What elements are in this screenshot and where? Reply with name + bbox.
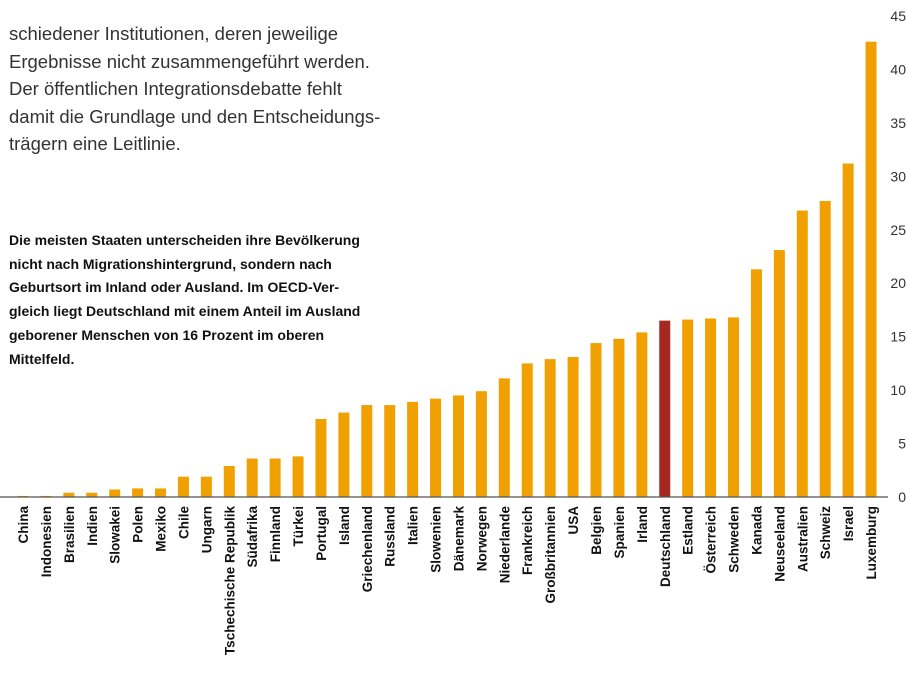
bar: [750, 269, 762, 497]
bar: [796, 210, 808, 497]
bar: [200, 476, 212, 497]
x-tick-label: Indonesien: [39, 506, 54, 577]
note-line: Mittelfeld.: [9, 350, 75, 367]
bar: [292, 456, 304, 497]
x-tick-label: Südafrika: [245, 506, 260, 568]
x-tick-label: Chile: [176, 506, 191, 539]
x-tick-label: Israel: [841, 506, 856, 541]
bar: [475, 391, 487, 497]
bar: [773, 250, 785, 497]
intro-line: Ergebnisse nicht zusammengeführt werden.: [9, 50, 370, 72]
x-tick-label: Großbritannien: [543, 506, 558, 604]
bar: [452, 395, 464, 497]
bar: [659, 320, 671, 497]
x-tick-label: Neuseeland: [772, 506, 787, 582]
bar: [155, 488, 167, 497]
x-tick-label: Island: [337, 506, 352, 545]
bar: [728, 317, 740, 497]
intro-line: damit die Grundlage und den Entscheidung…: [9, 105, 381, 127]
x-tick-label: Tschechische Republik: [222, 506, 237, 656]
bar: [109, 489, 121, 497]
bar: [177, 476, 189, 497]
note-line: nicht nach Migrationshintergrund, sonder…: [9, 255, 332, 272]
x-tick-label: Russland: [383, 506, 398, 567]
note-line: gleich liegt Deutschland mit einem Antei…: [9, 303, 361, 320]
x-tick-label: Griechenland: [360, 506, 375, 592]
y-tick-label: 45: [890, 8, 906, 24]
y-tick-label: 10: [890, 382, 906, 398]
intro-line: schiedener Institutionen, deren jeweilig…: [9, 23, 339, 44]
x-tick-label: China: [16, 506, 31, 544]
y-tick-label: 30: [890, 168, 906, 184]
note-line: Die meisten Staaten unterscheiden ihre B…: [9, 232, 360, 248]
y-tick-label: 25: [890, 222, 906, 238]
bar: [544, 359, 556, 497]
x-tick-label: Niederlande: [497, 506, 512, 584]
x-tick-label: Estland: [681, 506, 696, 555]
bar: [384, 405, 396, 497]
bar: [636, 332, 648, 497]
bar: [269, 458, 281, 497]
x-tick-label: Frankreich: [520, 506, 535, 575]
bar: [567, 356, 579, 497]
y-tick-label: 0: [898, 489, 906, 505]
bar: [865, 41, 877, 498]
bar: [498, 378, 510, 497]
bar: [63, 492, 75, 497]
note-line: geborener Menschen von 16 Prozent im obe…: [9, 326, 325, 343]
x-tick-label: Deutschland: [658, 506, 673, 587]
y-tick-label: 15: [890, 329, 906, 345]
x-tick-label: Indien: [85, 506, 100, 546]
intro-line: Der öffentlichen Integrationsdebatte feh…: [9, 78, 342, 100]
x-tick-label: USA: [566, 506, 581, 535]
x-tick-label: Irland: [635, 506, 650, 543]
bar: [407, 401, 419, 497]
intro-line: trägern eine Leitlinie.: [9, 133, 181, 155]
bar: [246, 458, 258, 497]
y-tick-label: 35: [890, 115, 906, 131]
x-tick-label: Australien: [795, 506, 810, 572]
x-tick-label: Ungarn: [199, 506, 214, 553]
bar: [521, 363, 533, 497]
x-tick-label: Spanien: [612, 506, 627, 559]
note-line: Geburtsort im Inland oder Ausland. Im OE…: [9, 279, 340, 296]
bar: [613, 338, 625, 497]
bar: [86, 492, 98, 497]
bar: [705, 318, 717, 497]
bar: [361, 405, 373, 497]
x-tick-label: Schweden: [727, 506, 742, 573]
x-tick-label: Portugal: [314, 506, 329, 561]
x-tick-label: Finnland: [268, 506, 283, 562]
y-tick-label: 40: [890, 61, 906, 77]
y-tick-label: 20: [890, 275, 906, 291]
bar: [682, 319, 694, 497]
bar: [842, 163, 854, 498]
x-tick-label: Luxemburg: [864, 506, 879, 580]
bar: [590, 343, 602, 497]
bar: [430, 398, 442, 497]
x-tick-label: Italien: [406, 506, 421, 545]
x-tick-label: Brasilien: [62, 506, 77, 563]
x-tick-label: Türkei: [291, 506, 306, 547]
x-tick-label: Österreich: [704, 506, 719, 574]
note-text: Die meisten Staaten unterscheiden ihre B…: [9, 229, 449, 371]
bar: [132, 488, 144, 497]
x-tick-label: Polen: [131, 506, 146, 543]
intro-text: schiedener Institutionen, deren jeweilig…: [9, 20, 449, 158]
bar: [223, 466, 235, 497]
bar: [819, 200, 831, 497]
x-tick-label: Norwegen: [474, 506, 489, 571]
x-tick-label: Schweiz: [818, 506, 833, 560]
x-tick-label: Mexiko: [154, 506, 169, 552]
bar: [315, 418, 327, 497]
y-tick-label: 5: [898, 436, 906, 452]
x-tick-label: Kanada: [749, 506, 764, 555]
x-tick-label: Slowenien: [429, 506, 444, 573]
x-tick-label: Dänemark: [451, 506, 466, 572]
x-tick-label: Slowakei: [108, 506, 123, 564]
x-tick-label: Belgien: [589, 506, 604, 555]
bar: [338, 412, 350, 497]
